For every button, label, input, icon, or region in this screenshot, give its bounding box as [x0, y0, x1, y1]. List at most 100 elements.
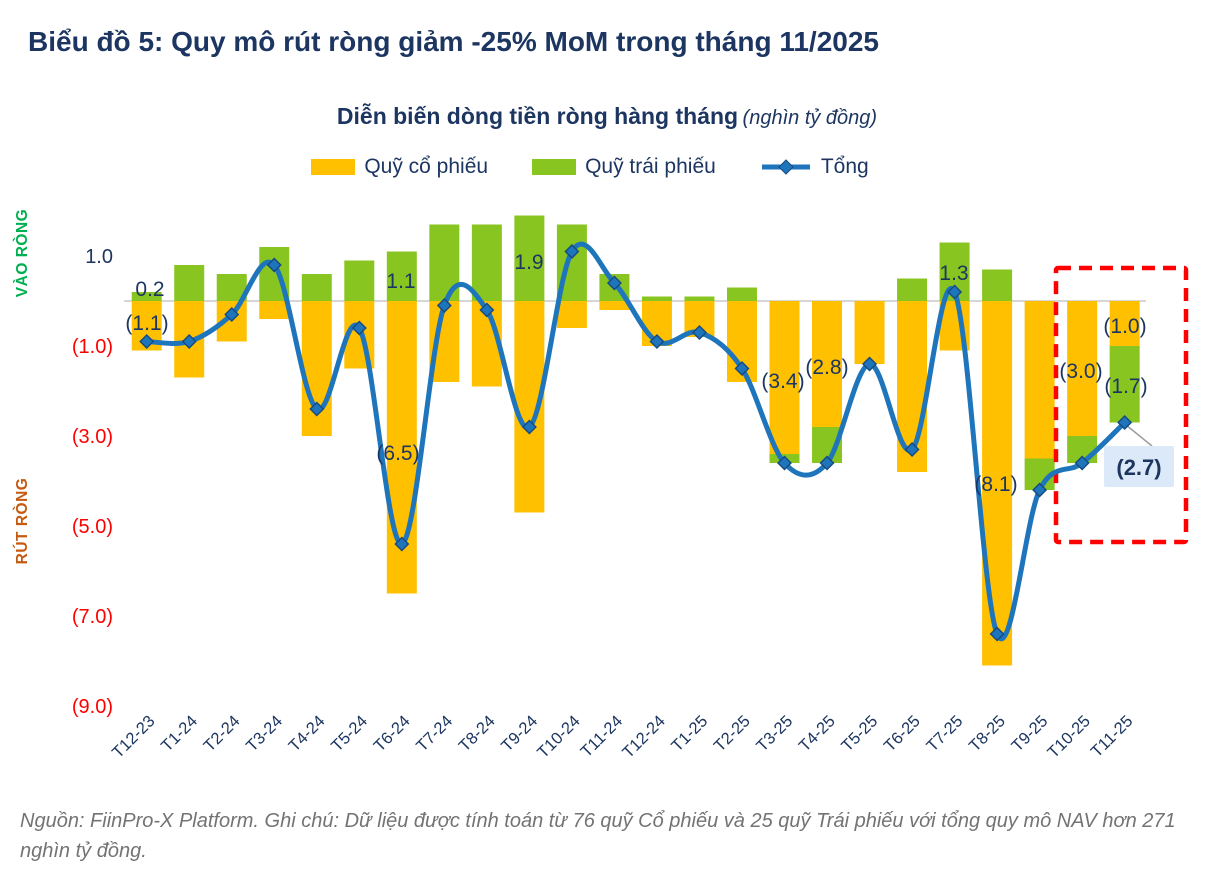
data-label: (6.5) [376, 442, 419, 465]
data-label: 0.2 [135, 278, 164, 301]
equity-swatch-icon [311, 159, 356, 175]
source-note: Nguồn: FiinPro-X Platform. Ghi chú: Dữ l… [20, 810, 1176, 862]
data-label: (2.8) [805, 356, 848, 379]
total-marker-T3-24 [266, 257, 282, 273]
total-marker-T10-25 [1074, 455, 1090, 471]
y-tick-label: 1.0 [85, 246, 113, 268]
total-marker-T5-25 [862, 356, 878, 372]
legend-item-bond: Quỹ trái phiếu [532, 155, 716, 179]
data-label: (3.0) [1059, 360, 1102, 383]
legend-label-equity: Quỹ cổ phiếu [364, 155, 489, 178]
bond-bar-T11-25 [1109, 346, 1140, 423]
total-marker-T11-25 [1117, 415, 1133, 430]
bond-bar-T6-24 [386, 251, 417, 301]
x-tick-label-T8-24: T8-24 [455, 712, 498, 755]
total-marker-T2-24 [224, 307, 240, 322]
x-tick-label-T7-24: T7-24 [413, 712, 456, 755]
x-tick-label-T7-25: T7-25 [923, 712, 966, 755]
legend-item-equity: Quỹ cổ phiếu [311, 155, 488, 179]
data-label: 1.9 [514, 251, 543, 274]
x-tick-label-T2-25: T2-25 [711, 712, 754, 755]
total-marker-T9-24 [521, 419, 537, 435]
x-tick-label-T12-23: T12-23 [109, 712, 159, 762]
equity-bar-T11-25 [1109, 301, 1140, 346]
line-diamond-swatch-icon [761, 159, 810, 175]
y-tick-label: (9.0) [72, 696, 113, 718]
total-marker-T5-24 [351, 320, 367, 336]
bond-swatch-icon [532, 159, 577, 175]
callout-box [1104, 446, 1174, 487]
bond-bar-T9-24 [514, 215, 545, 301]
equity-bar-T3-24 [259, 301, 290, 319]
total-marker-T6-24 [394, 536, 410, 552]
data-label: (1.1) [125, 312, 168, 335]
equity-bar-T5-25 [854, 301, 885, 364]
bond-bar-T6-25 [897, 278, 928, 301]
callout-leader-line [1126, 424, 1153, 447]
total-marker-T3-25 [777, 455, 792, 471]
x-tick-label-T1-25: T1-25 [668, 712, 711, 755]
x-tick-label-T12-24: T12-24 [619, 712, 669, 762]
axis-label-inflow: VÀO RÒNG [13, 209, 31, 297]
bond-bar-T8-24 [471, 224, 502, 301]
legend-item-total: Tổng [760, 155, 869, 179]
bond-bar-T5-24 [344, 260, 375, 301]
page-title: Biểu đồ 5: Quy mô rút ròng giảm -25% MoM… [28, 26, 879, 57]
bond-bar-T4-24 [301, 274, 332, 301]
total-marker-T7-25 [947, 284, 963, 300]
x-tick-label-T1-24: T1-24 [158, 712, 201, 755]
total-marker-T2-25 [734, 361, 750, 376]
x-tick-label-T5-25: T5-25 [838, 712, 881, 755]
equity-bar-T4-25 [812, 301, 843, 427]
bond-bar-T8-25 [982, 269, 1013, 301]
total-marker-T10-24 [564, 244, 580, 259]
chart-title-unit-note: (nghìn tỷ đồng) [742, 107, 878, 129]
bond-bar-T1-25 [684, 296, 715, 301]
total-marker-T8-24 [479, 302, 495, 318]
total-line [144, 241, 1128, 641]
equity-bar-T10-24 [556, 301, 587, 328]
total-marker-T11-24 [606, 275, 622, 291]
bond-bar-T1-24 [174, 265, 205, 301]
x-tick-label-T11-25: T11-25 [1088, 712, 1137, 761]
bond-bar-T2-25 [726, 287, 757, 301]
data-label: (3.4) [761, 370, 804, 393]
total-marker-T4-25 [819, 455, 835, 471]
equity-bar-T10-25 [1067, 301, 1098, 436]
x-tick-label-T3-24: T3-24 [243, 712, 286, 755]
total-marker-T1-25 [691, 325, 707, 340]
bond-bar-T12-23 [131, 292, 162, 301]
equity-bar-T3-25 [769, 301, 800, 454]
total-marker-T7-24 [436, 298, 452, 313]
data-label: (1.0) [1103, 315, 1146, 338]
x-tick-label-T10-24: T10-24 [534, 712, 584, 762]
x-tick-label-T4-24: T4-24 [285, 712, 328, 755]
bond-bar-T12-24 [641, 296, 672, 301]
highlight-box [1053, 265, 1189, 545]
x-tick-label-T8-25: T8-25 [966, 712, 1009, 755]
axis-label-outflow: RÚT RÒNG [13, 478, 31, 565]
data-label: (8.1) [974, 473, 1017, 496]
legend-label-total: Tổng [820, 155, 869, 178]
total-marker-T12-24 [649, 334, 665, 349]
y-tick-label: (3.0) [72, 426, 113, 448]
x-tick-label-T3-25: T3-25 [753, 712, 796, 755]
legend-diamond-icon [778, 159, 794, 175]
data-label: 1.1 [386, 270, 415, 293]
x-tick-label-T2-24: T2-24 [200, 712, 243, 755]
x-tick-label-T6-24: T6-24 [370, 712, 413, 755]
chart-title-main: Diễn biến dòng tiền ròng hàng tháng [336, 103, 739, 129]
y-tick-label: (7.0) [72, 606, 113, 628]
x-tick-label-T6-25: T6-25 [881, 712, 924, 755]
x-tick-label-T11-24: T11-24 [577, 712, 626, 761]
equity-bar-T9-25 [1024, 301, 1055, 459]
callout-total-value: (2.7) [1116, 455, 1161, 480]
equity-bar-T11-24 [599, 301, 630, 310]
chart-legend: Quỹ cổ phiếu Quỹ trái phiếu Tổng [0, 155, 1180, 179]
legend-label-bond: Quỹ trái phiếu [585, 155, 716, 178]
x-tick-label-T5-24: T5-24 [328, 712, 371, 755]
x-tick-label-T10-25: T10-25 [1044, 712, 1094, 762]
equity-bar-T8-25 [982, 301, 1013, 666]
